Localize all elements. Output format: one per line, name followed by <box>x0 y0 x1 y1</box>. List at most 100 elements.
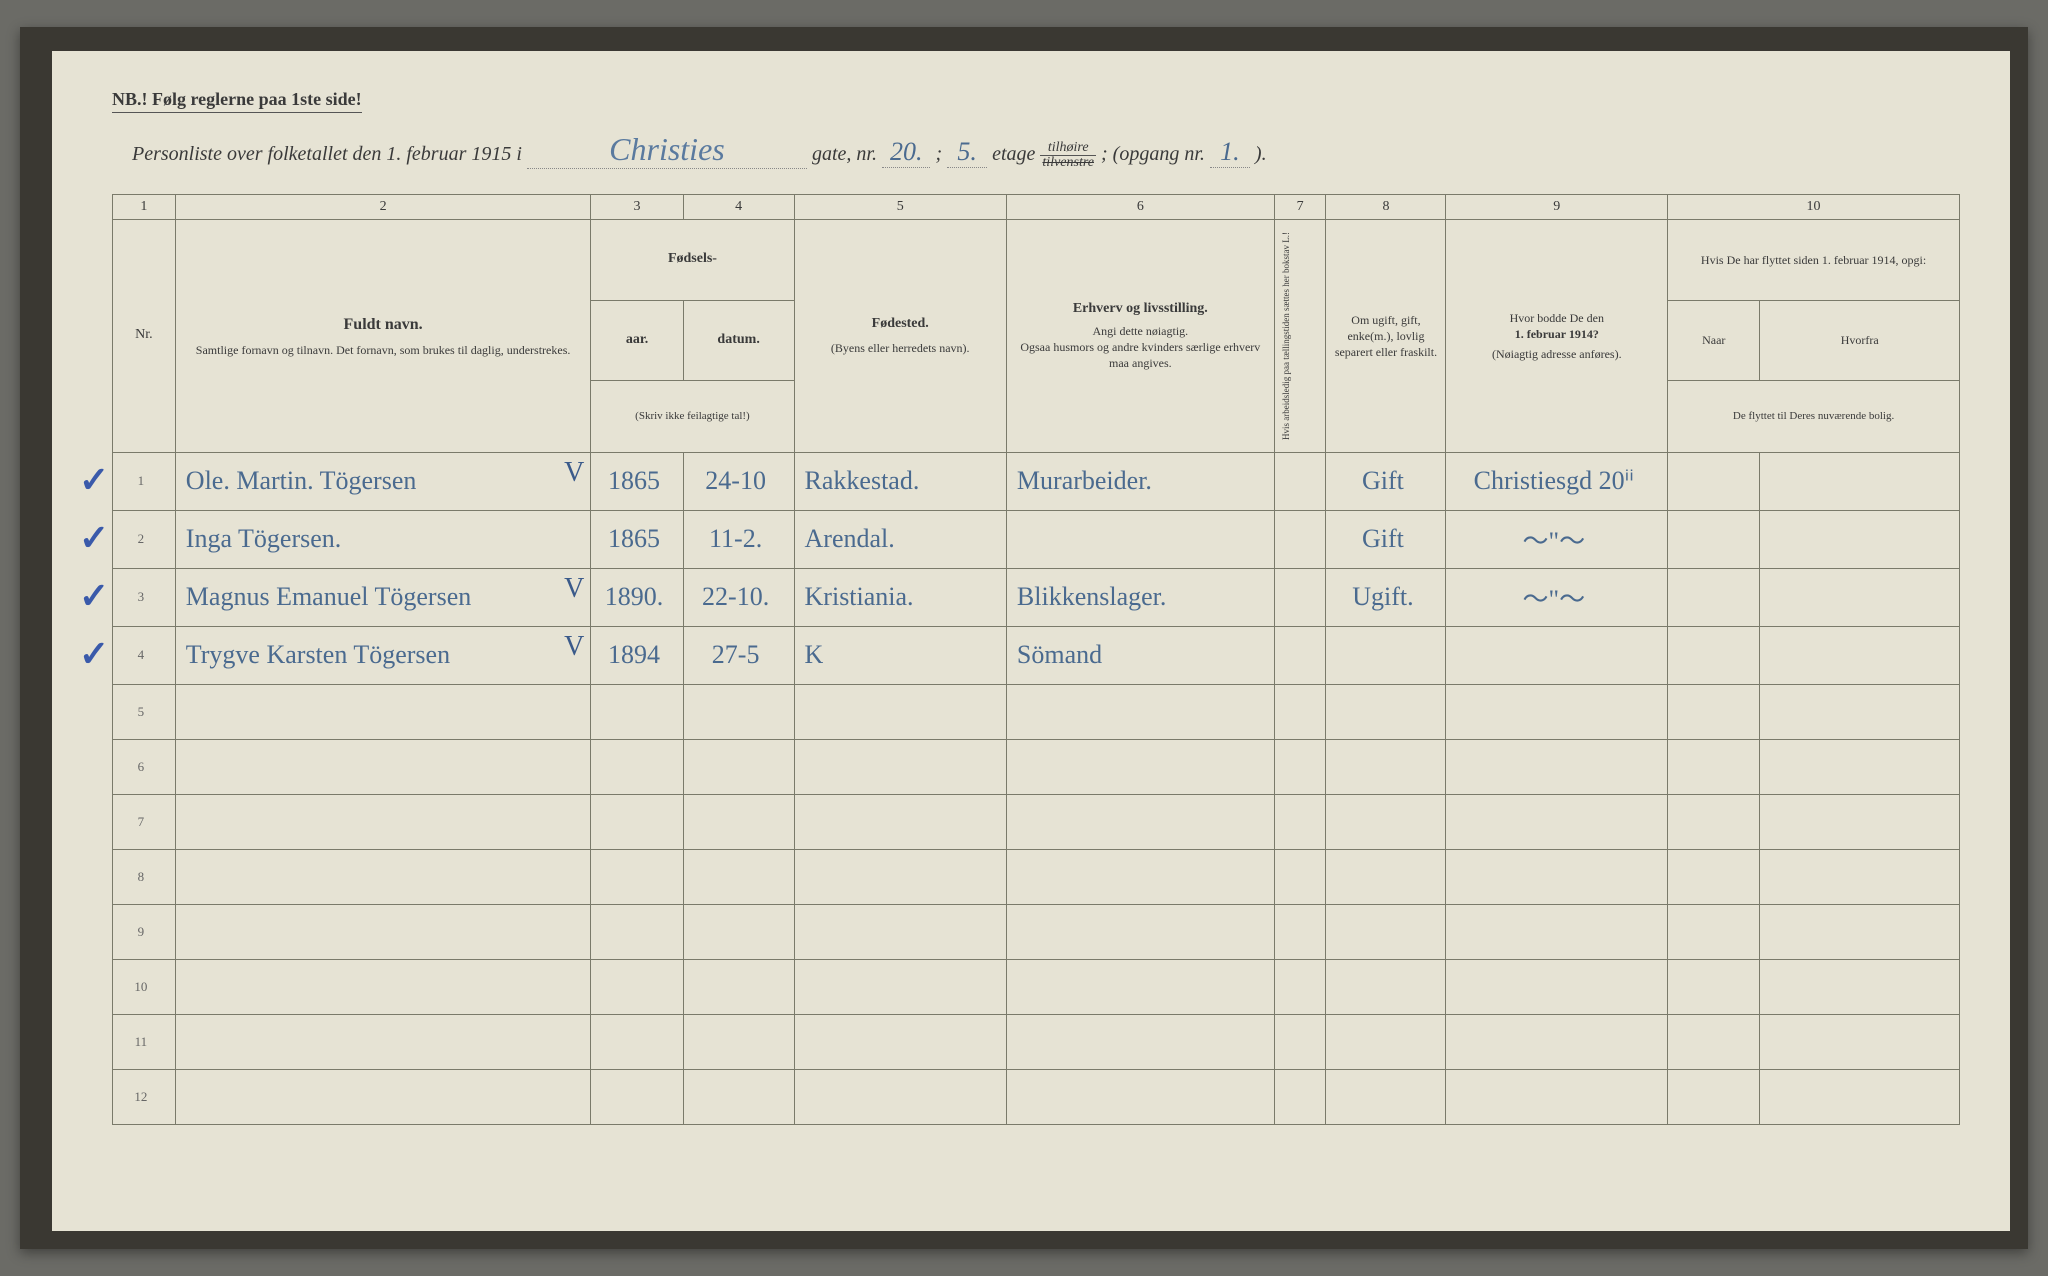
table-row: ✓1 Ole. Martin. TögersenV 1865 24-10 Rak… <box>113 452 1960 510</box>
cell-c10a <box>1668 626 1760 684</box>
gate-number-fill: 20. <box>882 137 931 168</box>
page-wrapper: NB.! Følg reglerne paa 1ste side! Person… <box>20 27 2028 1249</box>
cell-sted <box>794 794 1006 849</box>
cell-aar: 1894 <box>591 626 683 684</box>
hdr-name: Fuldt navn. Samtlige fornavn og tilnavn.… <box>175 219 591 452</box>
cell-aar: 1890. <box>591 568 683 626</box>
cell-aar <box>591 684 683 739</box>
cell-datum: 24-10 <box>683 452 794 510</box>
cell-c7 <box>1274 739 1326 794</box>
cell-c8 <box>1326 1069 1446 1124</box>
coln-3: 3 <box>591 194 683 219</box>
cell-c8: Ugift. <box>1326 568 1446 626</box>
cell-datum: 22-10. <box>683 568 794 626</box>
cell-datum <box>683 849 794 904</box>
cell-name <box>175 1014 591 1069</box>
census-title-line: Personliste over folketallet den 1. febr… <box>112 131 1960 170</box>
cell-datum <box>683 1014 794 1069</box>
coln-4: 4 <box>683 194 794 219</box>
cell-c9: 〜"〜 <box>1446 568 1668 626</box>
cell-c8 <box>1326 794 1446 849</box>
hdr-aar: aar. <box>591 300 683 381</box>
cell-nr: 8 <box>113 849 176 904</box>
table-row-empty: 10 <box>113 959 1960 1014</box>
hdr-nr: Nr. <box>113 219 176 452</box>
cell-sted <box>794 739 1006 794</box>
coln-10: 10 <box>1668 194 1960 219</box>
etage-label: etage <box>992 143 1035 165</box>
cell-erhverv: Murarbeider. <box>1006 452 1274 510</box>
cell-c7 <box>1274 452 1326 510</box>
hdr-naar: Naar <box>1668 300 1760 381</box>
cell-aar: 1865 <box>591 510 683 568</box>
check-mark-icon: ✓ <box>79 459 109 501</box>
cell-name: Ole. Martin. TögersenV <box>175 452 591 510</box>
cell-c7 <box>1274 510 1326 568</box>
table-row: ✓4 Trygve Karsten TögersenV 1894 27-5 K … <box>113 626 1960 684</box>
cell-nr: 7 <box>113 794 176 849</box>
coln-2: 2 <box>175 194 591 219</box>
cell-c10a <box>1668 849 1760 904</box>
cell-name <box>175 684 591 739</box>
side-bottom: tilvenstre <box>1040 156 1096 170</box>
cell-c9: 〜"〜 <box>1446 510 1668 568</box>
cell-erhverv <box>1006 684 1274 739</box>
census-table: 1 2 3 4 5 6 7 8 9 10 Nr. Fuldt navn. Sam… <box>112 194 1960 1125</box>
table-row-empty: 6 <box>113 739 1960 794</box>
cell-c9: Christiesgd 20ⁱⁱ <box>1446 452 1668 510</box>
cell-c10b <box>1760 849 1960 904</box>
cell-c10b <box>1760 904 1960 959</box>
cell-aar <box>591 904 683 959</box>
sep: ; <box>935 143 942 165</box>
table-header: 1 2 3 4 5 6 7 8 9 10 Nr. Fuldt navn. Sam… <box>113 194 1960 452</box>
table-row-empty: 8 <box>113 849 1960 904</box>
cell-name: Magnus Emanuel TögersenV <box>175 568 591 626</box>
side-top: tilhøire <box>1040 141 1096 156</box>
cell-c9 <box>1446 794 1668 849</box>
table-row: ✓2 Inga Tögersen. 1865 11-2. Arendal. Gi… <box>113 510 1960 568</box>
cell-c9 <box>1446 904 1668 959</box>
census-page: NB.! Følg reglerne paa 1ste side! Person… <box>52 51 2010 1231</box>
cell-datum <box>683 1069 794 1124</box>
cell-datum <box>683 739 794 794</box>
cell-datum <box>683 684 794 739</box>
cell-c10b <box>1760 452 1960 510</box>
cell-c10a <box>1668 510 1760 568</box>
cell-name: Inga Tögersen. <box>175 510 591 568</box>
cell-c7 <box>1274 1014 1326 1069</box>
cell-c10b <box>1760 1069 1960 1124</box>
cell-aar: 1865 <box>591 452 683 510</box>
cell-erhverv <box>1006 904 1274 959</box>
cell-c10a <box>1668 684 1760 739</box>
cell-c10a <box>1668 1014 1760 1069</box>
table-row-empty: 12 <box>113 1069 1960 1124</box>
check-mark-icon: ✓ <box>79 633 109 675</box>
cell-erhverv <box>1006 739 1274 794</box>
coln-8: 8 <box>1326 194 1446 219</box>
cell-c7 <box>1274 1069 1326 1124</box>
cell-nr: 10 <box>113 959 176 1014</box>
cell-c8: Gift <box>1326 452 1446 510</box>
cell-c9 <box>1446 959 1668 1014</box>
cell-name <box>175 959 591 1014</box>
hdr-col10-sub: De flyttet til Deres nuværende bolig. <box>1668 381 1960 453</box>
cell-c10b <box>1760 1014 1960 1069</box>
table-body: ✓1 Ole. Martin. TögersenV 1865 24-10 Rak… <box>113 452 1960 1124</box>
cell-erhverv <box>1006 1014 1274 1069</box>
cell-c9 <box>1446 739 1668 794</box>
header-row-1: Nr. Fuldt navn. Samtlige fornavn og tiln… <box>113 219 1960 300</box>
hdr-name-sub: Samtlige fornavn og tilnavn. Det fornavn… <box>182 342 585 358</box>
cell-c7 <box>1274 684 1326 739</box>
hdr-erhverv-title: Erhverv og livsstilling. <box>1013 300 1268 319</box>
cell-nr: ✓2 <box>113 510 176 568</box>
cell-erhverv <box>1006 794 1274 849</box>
cell-nr: 5 <box>113 684 176 739</box>
coln-1: 1 <box>113 194 176 219</box>
cell-name <box>175 904 591 959</box>
cell-sted <box>794 849 1006 904</box>
cell-sted <box>794 684 1006 739</box>
cell-c8 <box>1326 739 1446 794</box>
cell-c10b <box>1760 739 1960 794</box>
cell-erhverv <box>1006 959 1274 1014</box>
cell-nr: ✓1 <box>113 452 176 510</box>
